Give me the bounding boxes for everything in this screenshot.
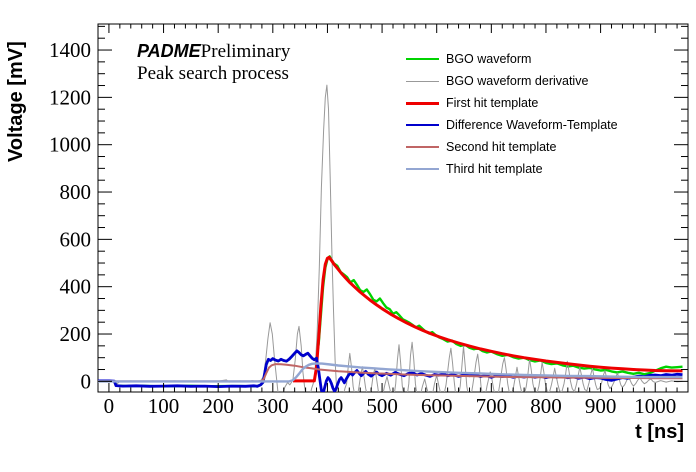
legend-line-swatch xyxy=(406,146,439,148)
series-third-hit-template xyxy=(98,362,683,383)
legend-item-bgo-waveform-derivative: BGO waveform derivative xyxy=(406,70,618,92)
y-axis-title: Voltage [mV] xyxy=(5,41,27,162)
series-bgo-waveform-derivative xyxy=(98,84,683,392)
legend-line-swatch xyxy=(406,58,439,60)
legend-item-first-hit-template: First hit template xyxy=(406,92,618,114)
plot-subtitle: Peak search process xyxy=(137,63,289,84)
x-axis-tick-label: 900 xyxy=(585,394,617,418)
y-axis-tick-label: 1400 xyxy=(49,38,91,62)
x-axis-tick-label: 500 xyxy=(366,394,398,418)
experiment-brand: PADME xyxy=(137,41,201,61)
legend-line-swatch xyxy=(406,101,439,105)
legend-label: BGO waveform derivative xyxy=(446,74,589,88)
x-axis-tick-label: 700 xyxy=(476,394,508,418)
legend-item-third-hit-template: Third hit template xyxy=(406,158,618,180)
legend-label: First hit template xyxy=(446,96,539,110)
plot-frame xyxy=(97,23,689,393)
legend-line-swatch xyxy=(406,168,439,170)
legend-label: Third hit template xyxy=(446,162,543,176)
y-axis-tick-label: 200 xyxy=(60,322,92,346)
y-axis-tick-label: 1000 xyxy=(49,133,91,157)
y-axis-tick-label: 800 xyxy=(60,180,92,204)
legend-line-swatch xyxy=(406,80,439,82)
series-second-hit-template xyxy=(98,363,683,383)
legend-item-second-hit-template: Second hit template xyxy=(406,136,618,158)
series-first-hit-template xyxy=(293,255,683,383)
x-axis-tick-label: 100 xyxy=(148,394,180,418)
legend-line-swatch xyxy=(406,124,439,126)
y-axis-tick-label: 400 xyxy=(60,275,92,299)
y-axis-tick-label: 1200 xyxy=(49,85,91,109)
legend-label: Difference Waveform-Template xyxy=(446,118,618,132)
x-axis-tick-label: 300 xyxy=(257,394,289,418)
x-axis-tick-label: 600 xyxy=(421,394,453,418)
legend-item-bgo-waveform: BGO waveform xyxy=(406,48,618,70)
x-axis-tick-label: 0 xyxy=(104,394,115,418)
y-axis-tick-label: 0 xyxy=(81,369,92,393)
plot-title-line1: PADMEPreliminary xyxy=(137,40,290,63)
x-axis-tick-label: 200 xyxy=(202,394,234,418)
legend-item-difference-waveform-template: Difference Waveform-Template xyxy=(406,114,618,136)
axis-ticks xyxy=(97,24,689,392)
x-axis-tick-label: 1000 xyxy=(634,394,676,418)
legend-label: BGO waveform xyxy=(446,52,532,66)
x-axis-tick-label: 400 xyxy=(312,394,344,418)
y-axis-tick-label: 600 xyxy=(60,227,92,251)
x-axis-tick-label: 800 xyxy=(530,394,562,418)
legend-label: Second hit template xyxy=(446,140,557,154)
plot-title: PADMEPreliminary Peak search process xyxy=(137,40,290,85)
series-group xyxy=(98,84,683,392)
legend: BGO waveform BGO waveform derivative First… xyxy=(406,48,618,180)
x-axis-title: t [ns] xyxy=(635,421,684,443)
title-suffix: Preliminary xyxy=(200,41,291,62)
